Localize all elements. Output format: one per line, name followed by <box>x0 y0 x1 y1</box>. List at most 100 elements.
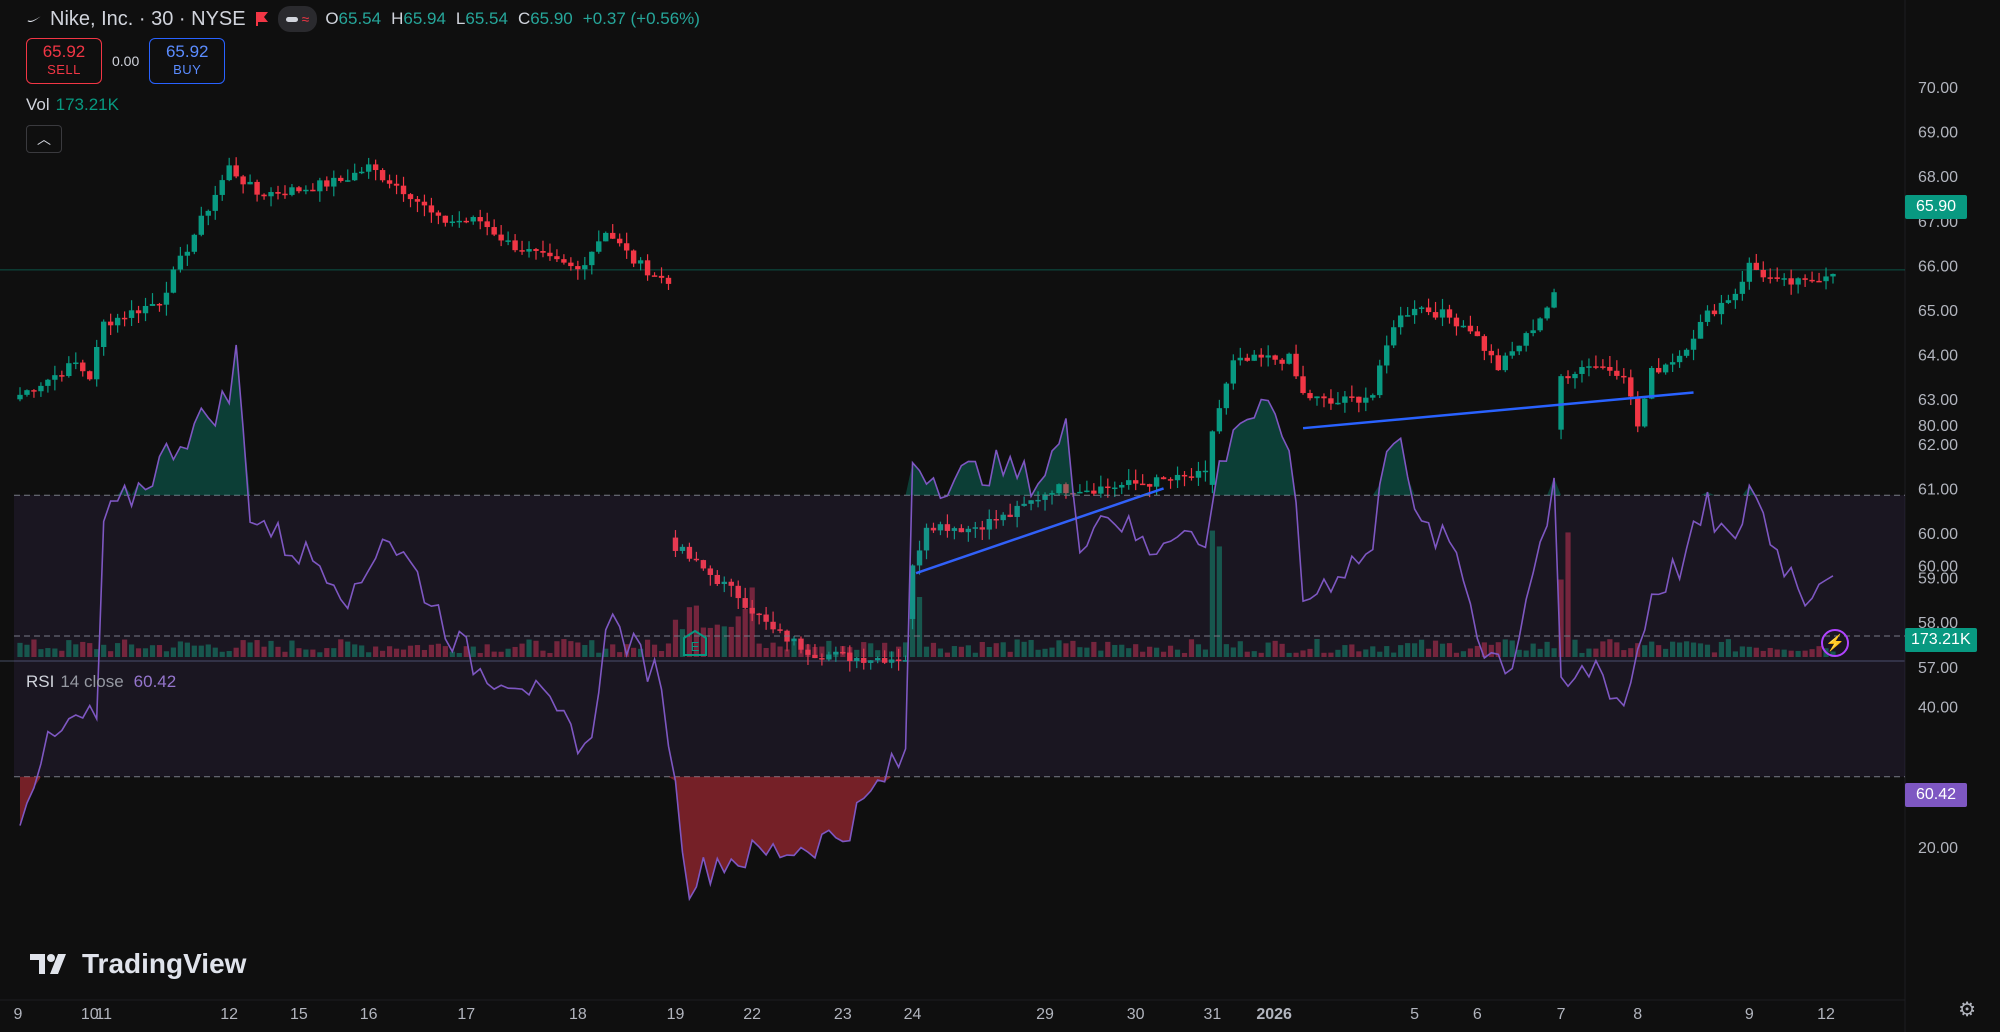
volume-bar <box>421 649 428 657</box>
volume-bar <box>519 643 525 657</box>
candle-body <box>777 629 783 631</box>
candle-body <box>623 243 630 251</box>
volume-bar <box>1216 546 1222 657</box>
volume-bar <box>1488 644 1494 657</box>
indicator-toggle[interactable]: ≈ <box>277 6 318 32</box>
open-value: 65.54 <box>338 9 382 28</box>
candle-body <box>519 250 525 252</box>
volume-bar <box>1167 645 1174 657</box>
candle-body <box>1279 359 1285 364</box>
settings-icon[interactable]: ⚙ <box>1958 999 1976 1021</box>
volume-bar <box>1412 643 1418 657</box>
candle-body <box>331 177 337 187</box>
volume-bar <box>261 646 267 657</box>
candle-body <box>1537 318 1543 331</box>
lightning-icon[interactable]: ⚡ <box>1821 629 1849 657</box>
volume-bar <box>1202 649 1209 657</box>
volume-bar <box>1370 646 1376 657</box>
tradingview-logo[interactable]: TradingView <box>30 948 246 980</box>
time-tick-label: 17 <box>457 1006 475 1023</box>
candle-body <box>1551 292 1557 308</box>
volume-bar <box>498 651 504 657</box>
candle-body <box>1502 355 1508 371</box>
volume-bar <box>1565 532 1571 657</box>
rsi-tick-label: 60.00 <box>1918 559 1958 576</box>
volume-legend[interactable]: Vol 173.21K <box>26 95 119 115</box>
candle-body <box>672 537 679 551</box>
volume-bar <box>393 648 400 657</box>
candle-body <box>568 262 574 267</box>
volume-bar <box>1105 641 1111 657</box>
volume-bar <box>407 645 414 657</box>
candle-body <box>805 649 811 655</box>
volume-bar <box>1642 645 1648 657</box>
volume-bar <box>526 639 532 657</box>
candle-body <box>449 221 456 223</box>
volume-bar <box>324 648 330 657</box>
candle-body <box>1049 493 1055 495</box>
volume-bar <box>1112 644 1118 657</box>
candle-body <box>1377 365 1383 396</box>
volume-bar <box>1258 652 1264 657</box>
symbol-title[interactable]: Nike, Inc. · 30 · NYSE <box>50 7 246 30</box>
volume-bar <box>728 626 734 657</box>
candle-body <box>603 232 609 242</box>
volume-bar <box>1418 639 1425 657</box>
volume-bar <box>470 646 476 657</box>
candle-body <box>421 201 428 206</box>
buy-button[interactable]: 65.92 BUY <box>149 38 226 84</box>
candle-body <box>1579 367 1585 374</box>
volume-bar <box>282 651 288 657</box>
candle-body <box>930 527 937 531</box>
candle-body <box>1495 355 1501 371</box>
rsi-overbought-fill <box>20 344 1833 496</box>
volume-bar <box>672 619 679 657</box>
candle-body <box>1098 486 1104 494</box>
time-tick-label: 12 <box>1817 1006 1835 1023</box>
flag-icon[interactable] <box>254 11 270 27</box>
volume-bar <box>1809 649 1815 657</box>
volume-bar <box>714 624 720 657</box>
candle-body <box>1760 269 1766 278</box>
volume-bar <box>1523 650 1529 657</box>
volume-bar <box>979 641 985 657</box>
candle-body <box>1593 366 1599 368</box>
rsi-label: RSI <box>26 672 55 691</box>
candle-body <box>177 255 184 270</box>
candle-body <box>658 275 665 278</box>
candle-body <box>1795 278 1801 285</box>
low-label: L <box>455 9 466 28</box>
candle-body <box>610 232 616 239</box>
candle-body <box>114 317 121 326</box>
candle-body <box>972 527 979 529</box>
collapse-legend-button[interactable]: ︿ <box>26 125 62 153</box>
candle-body <box>1349 396 1355 398</box>
volume-bar <box>191 645 197 657</box>
candle-body <box>52 375 58 380</box>
close-value: 65.90 <box>530 9 573 28</box>
candle-body <box>400 185 407 195</box>
volume-bar <box>1649 641 1655 657</box>
earnings-icon[interactable]: E <box>683 630 707 656</box>
high-label: H <box>391 9 404 28</box>
candle-body <box>1091 490 1097 494</box>
volume-bar <box>1314 639 1320 657</box>
candle-body <box>1481 336 1488 351</box>
time-tick-label: 2026 <box>1256 1006 1292 1023</box>
volume-bar <box>993 643 999 657</box>
rsi-legend[interactable]: RSI 14 close 60.42 <box>26 672 176 692</box>
time-tick-label: 16 <box>360 1006 378 1023</box>
buy-price: 65.92 <box>165 42 209 61</box>
candle-body <box>916 550 923 566</box>
volume-bar <box>1704 644 1711 657</box>
candle-body <box>1181 474 1188 477</box>
trade-panel: 65.92 SELL 0.00 65.92 BUY <box>26 38 226 84</box>
candle-body <box>812 654 818 659</box>
volume-bar <box>1272 640 1278 657</box>
candle-body <box>198 215 204 235</box>
volume-bar <box>1244 651 1250 657</box>
sell-button[interactable]: 65.92 SELL <box>26 38 102 84</box>
volume-bar <box>386 646 393 657</box>
nike-logo-icon <box>27 16 41 23</box>
